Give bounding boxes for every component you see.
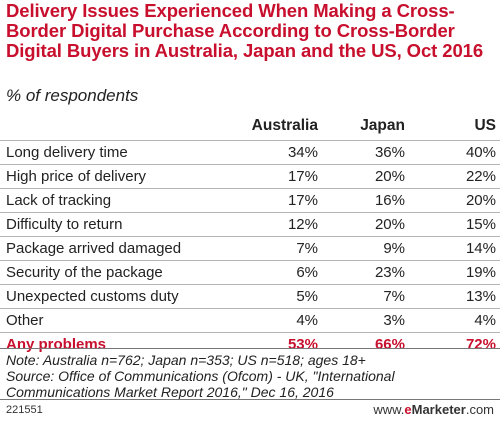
cell-japan: 7%: [322, 284, 409, 309]
table-row: Lack of tracking 17% 16% 20%: [0, 188, 500, 213]
table-row: Other 4% 3% 4%: [0, 308, 500, 333]
header-japan: Japan: [322, 116, 409, 141]
logo-brand: Marketer: [411, 402, 466, 417]
notes-block: Note: Australia n=762; Japan n=353; US n…: [6, 352, 496, 400]
table-row: Unexpected customs duty 5% 7% 13%: [0, 284, 500, 309]
row-label: Other: [0, 308, 216, 333]
header-blank: [0, 116, 216, 141]
row-label: Difficulty to return: [0, 212, 216, 237]
chart-id: 221551: [6, 404, 43, 416]
cell-us: 40%: [409, 140, 500, 165]
cell-japan: 16%: [322, 188, 409, 213]
logo-prefix: www.: [373, 402, 405, 417]
notes-divider: [0, 348, 500, 349]
note-sample-size: Note: Australia n=762; Japan n=353; US n…: [6, 352, 366, 368]
cell-australia: 34%: [216, 140, 322, 165]
emarketer-logo[interactable]: www.eMarketer.com: [373, 402, 494, 417]
row-label: Lack of tracking: [0, 188, 216, 213]
row-label: Long delivery time: [0, 140, 216, 165]
cell-japan: 23%: [322, 260, 409, 285]
header-australia: Australia: [216, 116, 322, 141]
data-table: Australia Japan US Long delivery time 34…: [0, 116, 500, 356]
cell-japan: 36%: [322, 140, 409, 165]
table-row: High price of delivery 17% 20% 22%: [0, 164, 500, 189]
cell-australia: 4%: [216, 308, 322, 333]
cell-us: 13%: [409, 284, 500, 309]
row-label: Unexpected customs duty: [0, 284, 216, 309]
cell-japan: 3%: [322, 308, 409, 333]
cell-australia: 12%: [216, 212, 322, 237]
note-source: Source: Office of Communications (Ofcom)…: [6, 368, 395, 400]
footer-divider: [0, 399, 500, 400]
cell-us: 20%: [409, 188, 500, 213]
cell-australia: 17%: [216, 164, 322, 189]
table-row: Long delivery time 34% 36% 40%: [0, 140, 500, 165]
row-label: High price of delivery: [0, 164, 216, 189]
row-label: Security of the package: [0, 260, 216, 285]
cell-japan: 20%: [322, 164, 409, 189]
logo-e: e: [404, 402, 412, 417]
cell-us: 22%: [409, 164, 500, 189]
table-row: Security of the package 6% 23% 19%: [0, 260, 500, 285]
table-row: Package arrived damaged 7% 9% 14%: [0, 236, 500, 261]
chart-subtitle: % of respondents: [6, 86, 139, 105]
table-row: Difficulty to return 12% 20% 15%: [0, 212, 500, 237]
table-header-row: Australia Japan US: [0, 116, 500, 141]
cell-japan: 9%: [322, 236, 409, 261]
cell-us: 4%: [409, 308, 500, 333]
cell-australia: 7%: [216, 236, 322, 261]
cell-australia: 6%: [216, 260, 322, 285]
cell-us: 15%: [409, 212, 500, 237]
cell-japan: 20%: [322, 212, 409, 237]
header-us: US: [409, 116, 500, 141]
row-label: Package arrived damaged: [0, 236, 216, 261]
cell-australia: 17%: [216, 188, 322, 213]
logo-suffix: .com: [465, 402, 494, 417]
cell-us: 14%: [409, 236, 500, 261]
chart-title: Delivery Issues Experienced When Making …: [6, 0, 484, 61]
cell-australia: 5%: [216, 284, 322, 309]
cell-us: 19%: [409, 260, 500, 285]
